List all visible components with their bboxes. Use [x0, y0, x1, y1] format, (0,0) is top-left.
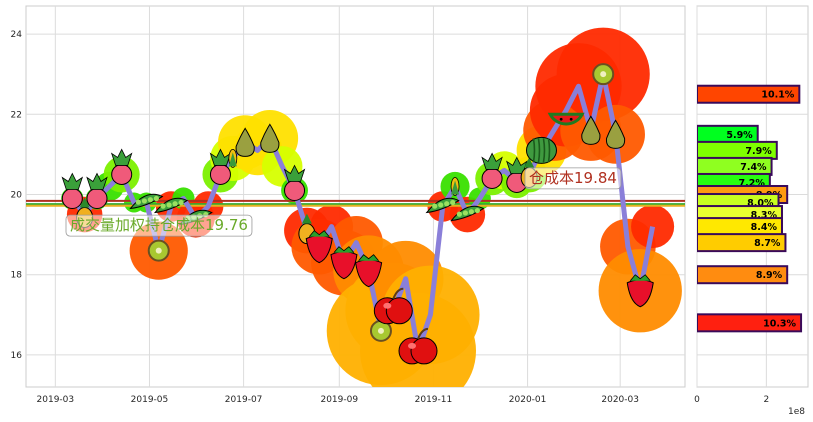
y-tick-label: 20	[11, 190, 23, 200]
cost-lines	[26, 199, 685, 207]
volume-bar-label: 7.4%	[740, 162, 767, 173]
volume-bar	[697, 233, 787, 253]
x-tick-label: 2019-07	[225, 395, 263, 405]
x-tick-label: 2020-01	[509, 395, 547, 405]
x-tick-label: 2019-11	[415, 395, 453, 405]
volume-bar-label: 10.3%	[763, 318, 796, 329]
volume-bar-label: 8.3%	[751, 210, 778, 221]
volume-bar-label: 8.4%	[751, 222, 778, 233]
volume-bar-label: 7.9%	[745, 146, 772, 157]
side-x-tick-label: 2	[764, 395, 770, 405]
volume-bar	[697, 84, 801, 104]
y-tick-label: 16	[11, 351, 23, 361]
volume-bar-label: 10.1%	[761, 90, 794, 101]
volume-bar-label: 8.9%	[756, 270, 783, 281]
cost-annotation-label: 仓成本19.84	[529, 169, 617, 187]
volume-bars: 10.1% 5.9% 7.9% 7.4% 7.2% 8.9% 8.0%8.3%8.4% 8.7…	[697, 84, 803, 333]
x-tick-label: 2019-05	[131, 395, 169, 405]
volume-bubble	[631, 205, 675, 249]
annotation-box	[524, 167, 622, 190]
x-tick-label: 2019-03	[37, 395, 75, 405]
y-tick-label: 22	[11, 110, 22, 120]
volume-bar-label: 5.9%	[726, 130, 753, 141]
x-tick-label: 2020-03	[601, 395, 639, 405]
x-exponent-label: 1e8	[788, 407, 805, 417]
x-tick-label: 2019-09	[320, 395, 358, 405]
cost-annotation-label: 成交量加权持仓成本19.76	[70, 216, 248, 234]
y-tick-label: 24	[11, 30, 23, 40]
volume-bar	[697, 313, 803, 333]
annotation-box	[65, 214, 253, 237]
volume-bar-label: 8.0%	[747, 198, 774, 209]
cost-annotations: 成交量加权持仓成本19.76 仓成本19.84	[65, 167, 622, 237]
volume-bar-label: 7.2%	[738, 178, 765, 189]
y-tick-label: 18	[11, 271, 23, 281]
main-tick-labels: 2019-03 2019-05 2019-07 2019-09 2019-11 2020-…	[11, 30, 639, 405]
volume-bar-label: 8.7%	[754, 238, 781, 249]
side-x-tick-label: 0	[694, 395, 700, 405]
volume-bar	[697, 265, 789, 285]
